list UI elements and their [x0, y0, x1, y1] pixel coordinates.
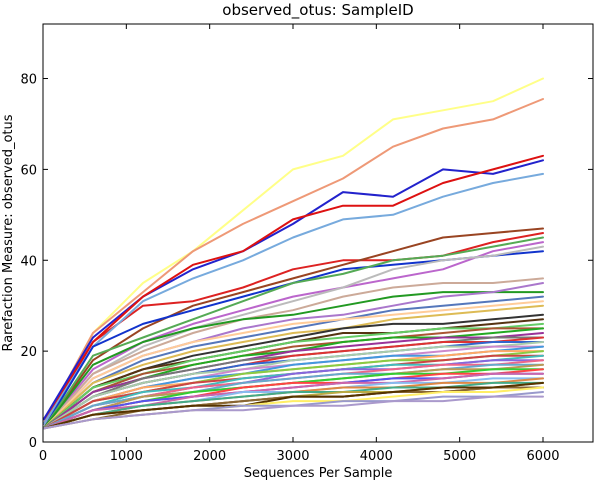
series-line-2: [42, 98, 544, 425]
series-line-36: [42, 363, 544, 430]
series-line-10: [42, 241, 544, 430]
series-line-15: [42, 295, 544, 430]
y-axis: 0 20 40 60 80: [20, 73, 593, 451]
series-line-21: [42, 327, 544, 430]
series-line-44: [42, 381, 544, 430]
y-tick-label: 60: [20, 163, 37, 178]
y-tick-label: 80: [20, 73, 37, 88]
series-line-4: [42, 159, 544, 421]
x-tick-label: 2000: [193, 449, 226, 464]
series-line-48: [42, 381, 544, 430]
series-line-11: [42, 245, 544, 430]
series-line-3: [42, 232, 544, 421]
x-tick-label: 5000: [443, 449, 476, 464]
series-line-51: [42, 395, 544, 430]
chart-title: observed_otus: SampleID: [222, 1, 413, 20]
series-line-23: [42, 332, 544, 430]
y-tick-label: 0: [29, 436, 37, 451]
series-line-17: [42, 304, 544, 430]
x-tick-label: 0: [39, 449, 47, 464]
series-line-13: [42, 291, 544, 430]
x-tick-label: 4000: [360, 449, 393, 464]
x-axis: 0 1000 2000 3000 4000 5000 6000: [39, 24, 560, 464]
x-axis-label: Sequences Per Sample: [244, 466, 393, 481]
series-line-20: [42, 322, 544, 430]
series-line-12: [42, 277, 544, 430]
y-tick-label: 20: [20, 345, 37, 360]
series-line-7: [42, 227, 544, 430]
x-tick-label: 6000: [526, 449, 559, 464]
y-axis-label: Rarefaction Measure: observed_otus: [1, 114, 16, 351]
series-line-27: [42, 341, 544, 430]
plot-frame: [42, 23, 594, 443]
x-tick-label: 3000: [276, 449, 309, 464]
series-line-6: [42, 172, 544, 425]
y-tick-label: 40: [20, 254, 37, 269]
series-line-9: [42, 236, 544, 430]
x-tick-label: 1000: [110, 449, 143, 464]
series-line-41: [42, 372, 544, 430]
series-line-16: [42, 300, 544, 430]
series-line-5: [42, 154, 544, 425]
series-line-1: [42, 77, 544, 425]
series-group: [42, 77, 544, 430]
